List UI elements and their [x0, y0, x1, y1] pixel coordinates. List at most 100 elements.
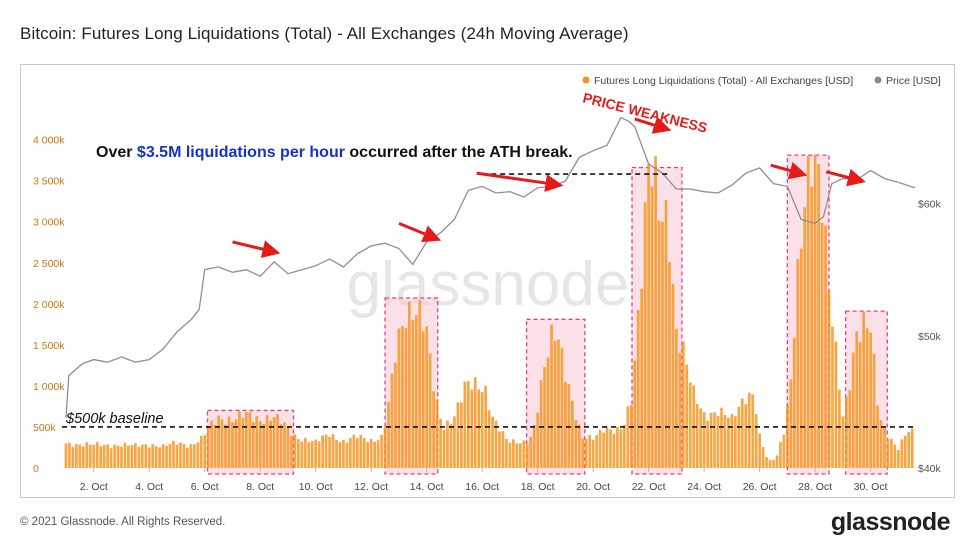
- liquidation-bar: [636, 309, 640, 468]
- liquidation-bar: [369, 438, 373, 468]
- liquidation-bar: [733, 416, 737, 468]
- liquidation-bar: [654, 156, 657, 469]
- liquidation-bar: [827, 291, 831, 468]
- liquidation-bar: [297, 439, 300, 468]
- liquidation-bar: [498, 431, 501, 468]
- y-right-tick-label: $50k: [918, 331, 942, 343]
- glassnode-logo: glassnode: [830, 508, 951, 536]
- liquidation-bar: [134, 443, 137, 468]
- liquidation-bar: [199, 436, 203, 468]
- liquidation-bar: [567, 384, 571, 468]
- liquidation-bar: [251, 421, 255, 468]
- liquidation-bar: [761, 447, 765, 468]
- liquidation-bar: [584, 439, 588, 468]
- liquidation-bar: [362, 437, 366, 468]
- liquidation-bar: [570, 400, 574, 468]
- liquidation-bar: [276, 414, 279, 468]
- y-left-tick-label: 3 500k: [33, 176, 65, 188]
- liquidation-bar: [515, 443, 519, 468]
- y-left-tick-label: 0: [33, 463, 39, 475]
- liquidation-bar: [328, 436, 331, 468]
- liquidation-bar: [238, 411, 241, 468]
- x-tick-label: 22. Oct: [632, 481, 666, 493]
- liquidation-bar: [678, 352, 682, 468]
- liquidation-bar: [505, 439, 508, 468]
- liquidation-bar: [623, 425, 626, 468]
- liquidation-bar: [394, 362, 397, 468]
- liquidation-bar: [539, 380, 543, 468]
- liquidation-bar: [903, 435, 907, 468]
- liquidation-bar: [803, 207, 807, 469]
- liquidation-bar: [574, 419, 578, 468]
- liquidation-bar: [834, 341, 838, 468]
- liquidation-bar: [349, 438, 352, 468]
- liquidation-bar: [730, 414, 734, 468]
- liquidation-bar: [331, 434, 335, 468]
- liquidation-bar: [477, 389, 481, 468]
- liquidation-bar: [727, 417, 730, 468]
- liquidation-bar: [68, 442, 71, 468]
- liquidation-bar: [428, 353, 432, 468]
- liquidation-bar: [466, 381, 470, 468]
- liquidation-bar: [577, 424, 581, 468]
- liquidation-bar: [359, 434, 363, 468]
- liquidation-bar: [154, 446, 158, 468]
- liquidation-bar: [286, 426, 290, 468]
- liquidation-bar: [92, 444, 96, 468]
- liquidation-bar: [518, 443, 522, 468]
- liquidation-bar: [366, 442, 370, 468]
- liquidation-bar: [411, 320, 415, 468]
- liquidation-bar: [546, 357, 550, 468]
- liquidation-bar: [765, 457, 768, 468]
- liquidation-bar: [508, 442, 512, 468]
- liquidation-bar: [806, 155, 810, 468]
- liquidation-bar: [695, 403, 699, 468]
- liquidation-bar: [189, 444, 193, 468]
- y-left-tick-label: 3 000k: [33, 217, 65, 229]
- y-right-tick-label: $60k: [918, 199, 942, 211]
- liquidation-bar: [165, 445, 168, 468]
- liquidation-bar: [85, 442, 89, 468]
- liquidation-bar: [99, 446, 103, 468]
- liquidation-bar: [550, 324, 553, 468]
- headline-suffix: occurred after the ATH break.: [345, 144, 573, 161]
- liquidation-bar: [841, 416, 845, 468]
- liquidation-bar: [407, 301, 411, 468]
- liquidation-bar: [418, 300, 422, 468]
- liquidation-bar: [432, 391, 435, 468]
- liquidation-bar: [127, 445, 130, 468]
- liquidation-bar: [109, 448, 113, 468]
- liquidation-bar: [439, 418, 442, 468]
- liquidation-bar: [522, 440, 526, 468]
- liquidation-bar: [279, 424, 283, 468]
- liquidation-bar: [179, 442, 182, 468]
- chart-title: Bitcoin: Futures Long Liquidations (Tota…: [20, 24, 629, 43]
- liquidation-bar: [675, 328, 678, 468]
- x-tick-label: 24. Oct: [687, 481, 721, 493]
- liquidation-bar: [130, 445, 134, 468]
- liquidation-bar: [473, 377, 477, 468]
- liquidation-bar: [272, 417, 276, 468]
- x-tick-label: 16. Oct: [465, 481, 499, 493]
- liquidation-bar: [879, 420, 883, 468]
- headline-annotation: Over $3.5M liquidations per hour occurre…: [96, 144, 573, 161]
- liquidation-bar: [813, 154, 817, 468]
- x-tick-label: 4. Oct: [135, 481, 163, 493]
- liquidation-bar: [844, 396, 848, 468]
- y-left-tick-label: 1 000k: [33, 381, 65, 393]
- liquidation-bar: [768, 459, 772, 468]
- liquidation-bar: [532, 425, 536, 468]
- liquidation-bar: [900, 439, 904, 468]
- liquidation-bar: [848, 390, 852, 468]
- liquidation-bar: [269, 420, 272, 468]
- x-tick-label: 12. Oct: [354, 481, 388, 493]
- legend-label-liquidations: Futures Long Liquidations (Total) - All …: [594, 75, 853, 87]
- chart-frame: [20, 64, 955, 498]
- x-tick-label: 20. Oct: [576, 481, 610, 493]
- liquidation-bar: [862, 311, 866, 468]
- liquidation-bar: [88, 444, 92, 468]
- liquidation-bar: [113, 444, 116, 468]
- liquidation-bar: [865, 328, 869, 468]
- liquidation-bar: [446, 420, 449, 468]
